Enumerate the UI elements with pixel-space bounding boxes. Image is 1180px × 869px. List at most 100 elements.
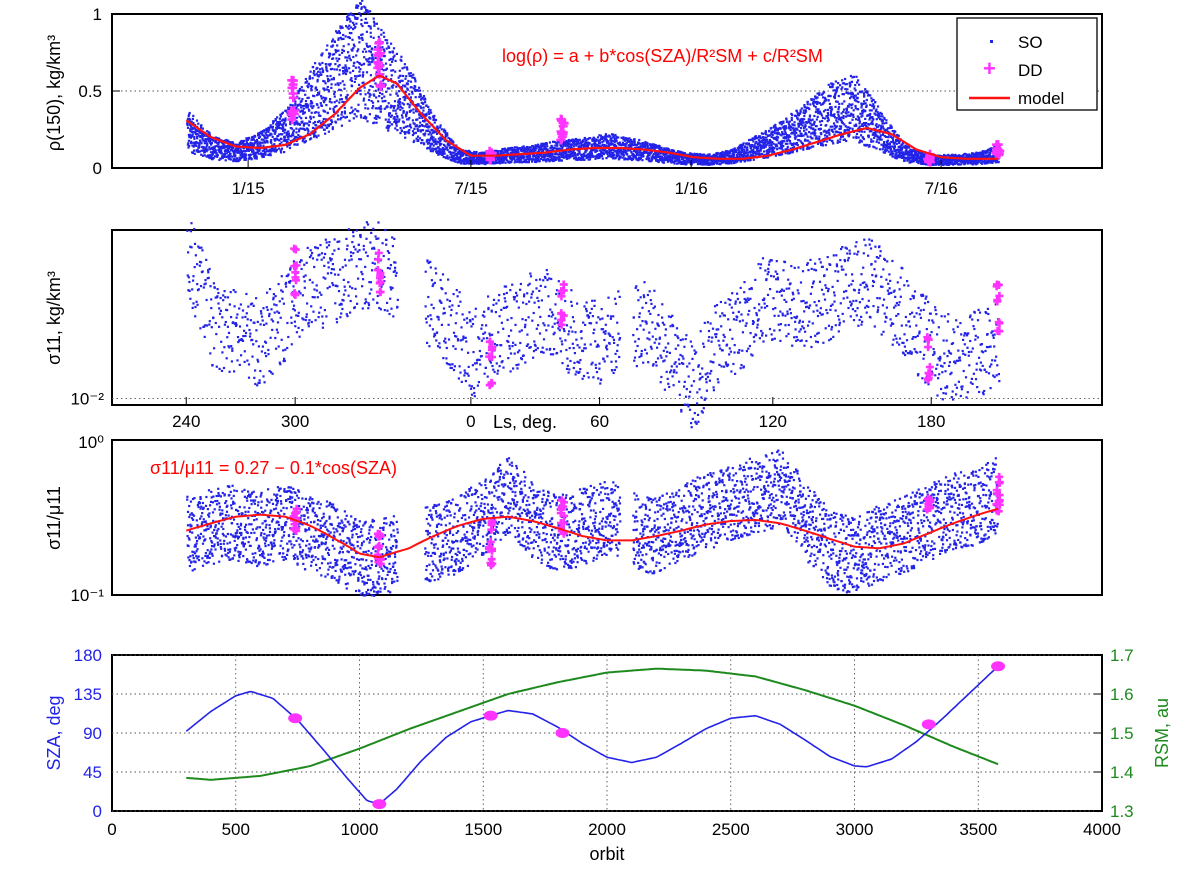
data-point xyxy=(325,97,328,100)
data-point xyxy=(380,58,383,61)
data-point xyxy=(798,122,801,125)
data-point xyxy=(762,146,766,149)
data-point xyxy=(355,115,358,118)
data-point xyxy=(345,95,348,98)
data-point xyxy=(319,114,322,117)
data-point xyxy=(544,154,547,157)
data-point xyxy=(843,131,846,134)
data-point xyxy=(348,24,351,27)
data-point xyxy=(576,139,579,142)
data-point xyxy=(388,46,391,49)
data-point xyxy=(252,138,255,141)
data-point xyxy=(349,20,352,23)
data-point xyxy=(361,38,364,41)
data-point xyxy=(729,160,732,163)
data-point xyxy=(730,154,733,157)
data-point xyxy=(284,117,287,120)
data-point xyxy=(795,148,799,151)
data-point xyxy=(764,145,767,148)
data-point xyxy=(511,146,514,149)
data-point xyxy=(425,104,428,107)
data-point xyxy=(660,155,663,158)
data-point xyxy=(542,144,545,147)
data-point xyxy=(286,141,289,144)
data-point xyxy=(361,0,364,2)
data-point xyxy=(610,141,613,144)
data-point xyxy=(835,119,838,122)
data-point xyxy=(619,155,622,158)
data-point xyxy=(195,135,199,138)
data-point xyxy=(288,144,291,147)
data-point xyxy=(388,121,391,124)
data-point xyxy=(742,156,745,159)
data-point xyxy=(710,155,714,158)
data-point xyxy=(408,106,411,109)
data-point xyxy=(207,138,210,141)
data-point xyxy=(671,149,674,152)
data-point xyxy=(559,145,563,148)
data-point xyxy=(288,146,292,150)
data-point xyxy=(264,140,267,143)
data-point xyxy=(290,139,293,142)
data-point xyxy=(837,131,840,134)
data-point xyxy=(360,37,363,40)
data-point xyxy=(289,120,292,123)
data-point xyxy=(320,104,323,107)
data-point xyxy=(526,145,529,149)
data-point xyxy=(380,97,384,100)
data-point xyxy=(802,146,805,149)
data-point xyxy=(668,159,671,162)
data-point xyxy=(352,43,355,46)
data-point xyxy=(525,160,529,164)
data-point xyxy=(405,75,408,78)
data-point xyxy=(594,148,597,151)
data-point xyxy=(321,69,325,72)
data-point xyxy=(372,93,375,96)
data-point xyxy=(768,129,771,132)
data-point xyxy=(283,137,286,140)
data-point xyxy=(519,159,522,162)
data-point xyxy=(472,162,475,165)
data-point xyxy=(405,113,408,116)
data-point xyxy=(583,144,586,147)
data-point xyxy=(401,79,404,82)
data-point xyxy=(527,148,530,151)
data-point xyxy=(314,86,318,89)
data-point xyxy=(798,139,801,142)
data-point xyxy=(583,142,586,145)
data-point xyxy=(448,156,451,159)
data-point xyxy=(393,120,396,124)
data-point xyxy=(836,139,839,142)
data-point xyxy=(431,142,434,145)
data-point xyxy=(197,122,200,125)
data-point xyxy=(548,159,551,162)
data-point xyxy=(432,118,435,121)
data-point xyxy=(528,146,531,149)
data-point xyxy=(241,150,244,153)
data-point xyxy=(784,132,787,135)
data-point xyxy=(624,149,627,152)
data-point xyxy=(631,140,634,143)
data-point xyxy=(779,122,782,125)
data-point xyxy=(557,153,560,156)
data-point xyxy=(781,139,784,143)
data-point xyxy=(332,109,335,112)
data-point xyxy=(840,125,843,128)
data-point xyxy=(546,155,549,158)
data-point xyxy=(811,137,814,140)
data-point xyxy=(732,153,736,157)
data-point xyxy=(338,73,341,76)
data-point xyxy=(413,76,416,79)
data-point xyxy=(451,159,454,162)
data-point xyxy=(761,139,764,142)
data-point xyxy=(210,155,213,158)
data-point xyxy=(353,45,356,48)
data-point xyxy=(772,130,776,133)
data-point xyxy=(344,70,347,73)
data-point xyxy=(390,104,393,107)
data-point xyxy=(358,70,361,73)
data-point xyxy=(639,142,643,145)
data-point xyxy=(729,159,732,162)
data-point xyxy=(549,155,552,158)
data-point xyxy=(612,157,615,160)
